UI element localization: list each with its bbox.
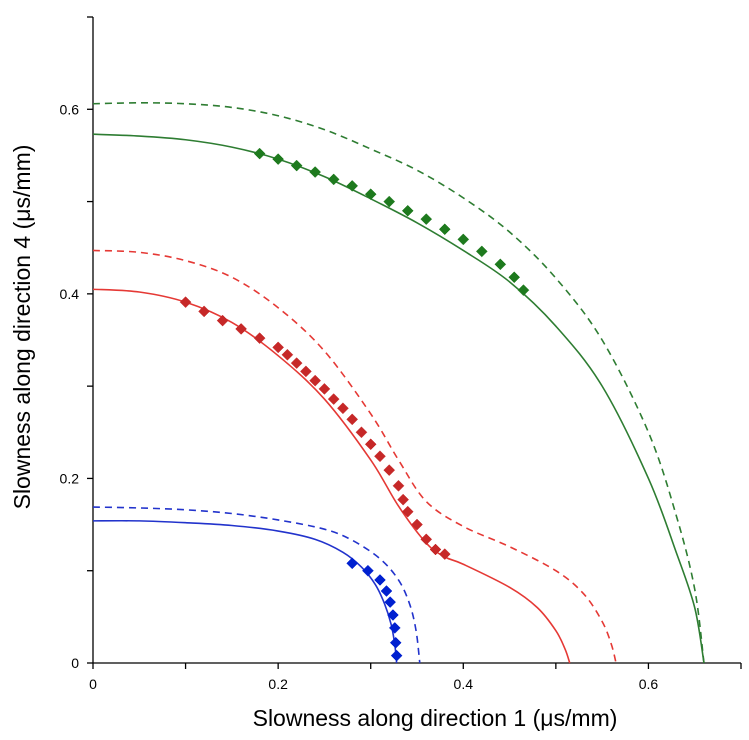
series-5-point — [318, 383, 331, 395]
series-8-point — [389, 636, 402, 649]
x-tick-label: 0.6 — [639, 676, 659, 692]
series-layer — [92, 102, 705, 664]
x-tick-label: 0.2 — [268, 676, 288, 692]
series-5-point — [355, 426, 368, 439]
series-5-point — [281, 348, 294, 361]
series-6-line — [92, 519, 398, 664]
series-5-point — [429, 543, 442, 556]
series-2-point — [253, 147, 266, 160]
series-5-point — [198, 305, 210, 318]
series-5-point — [401, 505, 414, 518]
series-5-point — [337, 402, 349, 415]
series-8-point — [362, 564, 374, 577]
series-8-point — [387, 609, 399, 621]
y-axis-title: Slowness along direction 4 (μs/mm) — [9, 145, 35, 510]
x-tick-label: 0 — [89, 676, 97, 692]
series-5-point — [327, 393, 340, 405]
series-2-point — [383, 195, 396, 208]
series-5-point — [179, 296, 192, 309]
series-2-point — [290, 159, 303, 172]
series-8-point — [388, 622, 401, 634]
series-5-point — [272, 341, 284, 354]
series-2-point — [420, 213, 433, 225]
series-5-point — [397, 493, 409, 506]
series-8-point — [380, 585, 393, 597]
series-5-point — [346, 413, 359, 426]
series-2-point — [517, 284, 530, 297]
series-2-point — [309, 166, 322, 178]
series-2-point — [327, 173, 340, 186]
series-5-point — [438, 548, 451, 560]
series-8-point — [390, 649, 403, 662]
series-7-line — [92, 506, 421, 664]
series-5-point — [420, 533, 433, 546]
series-5-point — [392, 479, 405, 492]
series-5-point — [216, 314, 229, 327]
series-5-point — [300, 365, 312, 378]
series-8-point — [346, 557, 359, 570]
series-2-point — [272, 153, 284, 165]
series-2-point — [457, 233, 470, 246]
series-5-point — [253, 332, 266, 345]
x-tick-label: 0.4 — [454, 676, 474, 692]
series-2-point — [438, 223, 451, 236]
series-5-point — [235, 323, 247, 335]
series-2-point — [475, 245, 488, 258]
series-5-point — [411, 518, 423, 531]
y-tick-label: 0.6 — [60, 101, 80, 117]
series-0-line — [92, 133, 705, 664]
series-5-point — [290, 357, 303, 369]
series-5-point — [374, 450, 386, 463]
series-2-point — [346, 180, 359, 192]
series-5-point — [383, 464, 396, 476]
series-5-point — [309, 374, 322, 387]
x-axis-title: Slowness along direction 1 (μs/mm) — [253, 705, 618, 731]
series-8-point — [374, 574, 386, 586]
series-8-point — [384, 596, 397, 608]
axes: 0 0.2 0.4 0.6 0 0.2 0.4 0.6 — [60, 16, 742, 692]
series-2-point — [401, 204, 414, 217]
y-tick-label: 0 — [71, 655, 79, 671]
series-1-line — [92, 102, 705, 664]
series-5-point — [364, 438, 377, 451]
series-2-point — [494, 258, 507, 271]
y-tick-label: 0.4 — [60, 286, 80, 302]
series-4-line — [92, 249, 617, 664]
series-3-line — [92, 288, 571, 664]
series-2-point — [364, 188, 377, 201]
y-tick-label: 0.2 — [60, 470, 80, 486]
series-2-point — [508, 271, 521, 284]
